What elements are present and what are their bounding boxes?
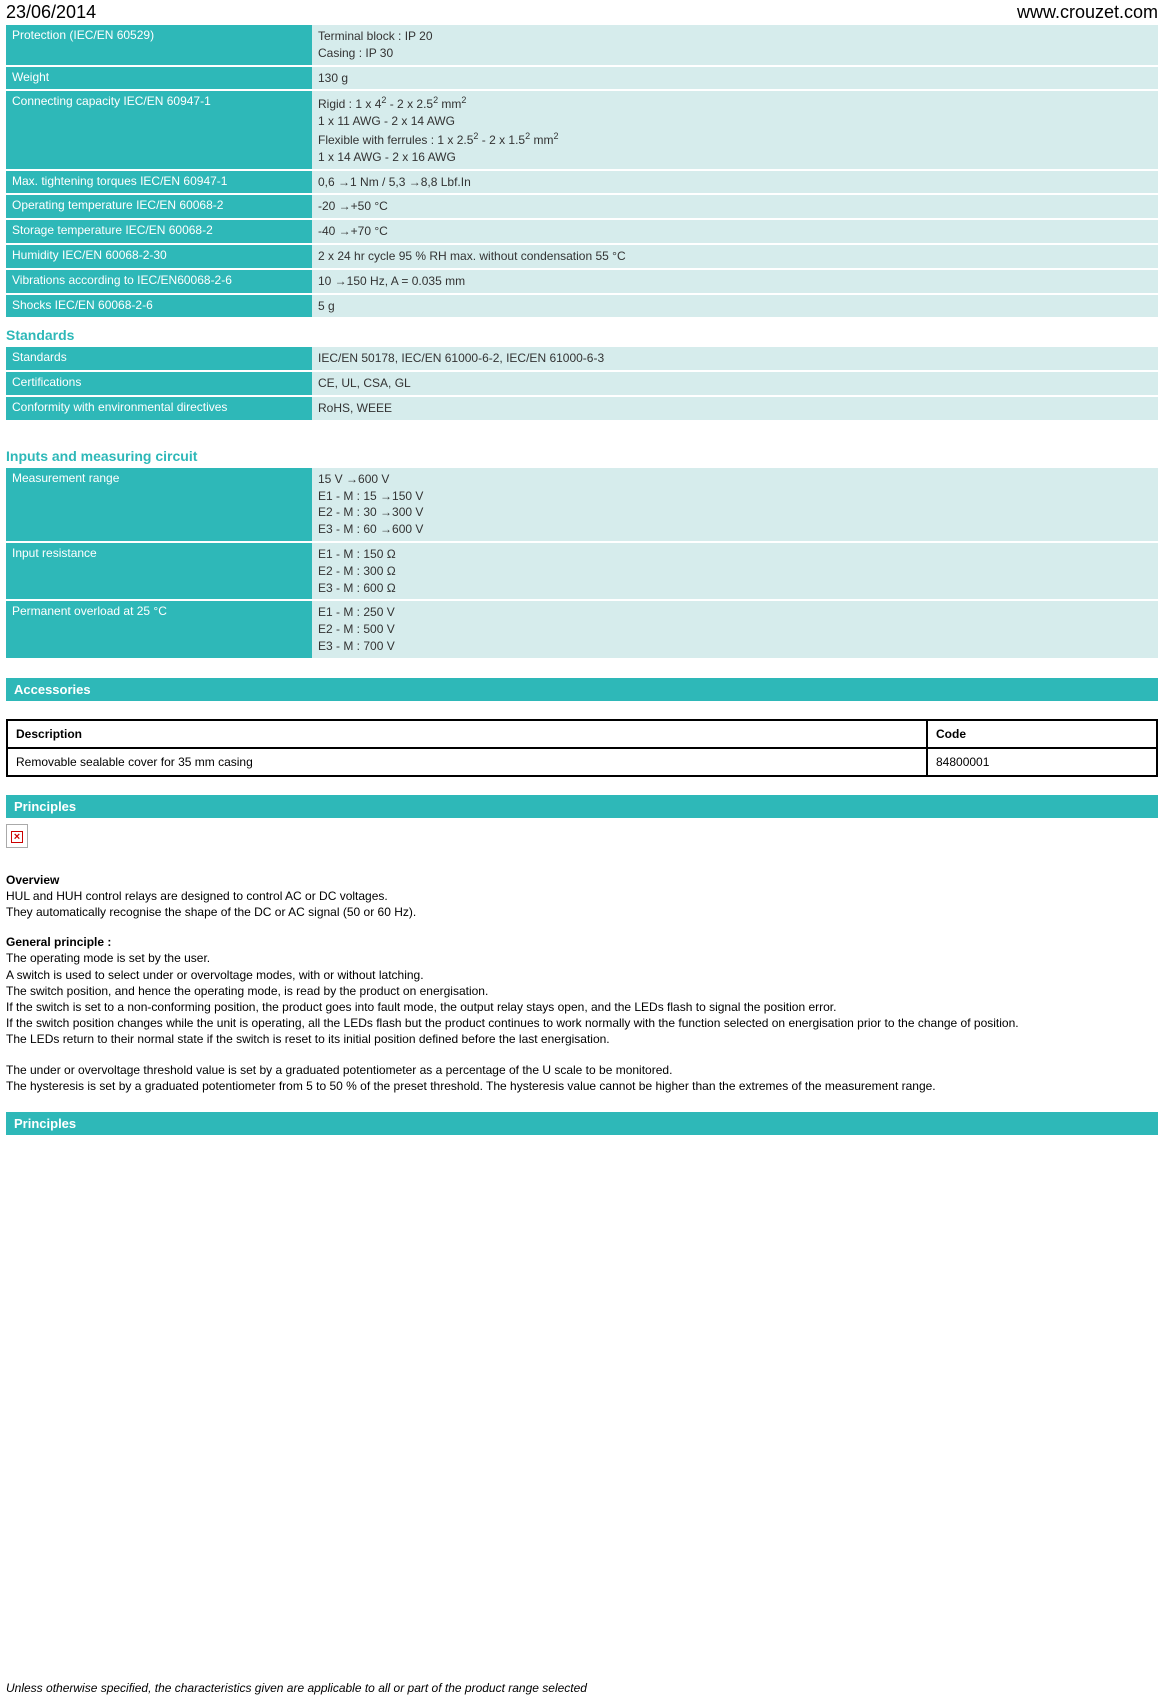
spec-value-8: 5 g <box>312 295 1158 320</box>
spec-label-0: Protection (IEC/EN 60529) <box>6 25 312 67</box>
specs-table-1: Protection (IEC/EN 60529)Terminal block … <box>6 25 1158 319</box>
footer-note: Unless otherwise specified, the characte… <box>0 1675 1164 1695</box>
spec-label-5: Storage temperature IEC/EN 60068-2 <box>6 220 312 245</box>
std-value-1: CE, UL, CSA, GL <box>312 372 1158 397</box>
spec-label-2: Connecting capacity IEC/EN 60947-1 <box>6 91 312 170</box>
page-header: 23/06/2014 www.crouzet.com <box>0 0 1164 25</box>
spec-label-7: Vibrations according to IEC/EN60068-2-6 <box>6 270 312 295</box>
spec-value-4: -20 →+50 °C <box>312 195 1158 220</box>
general-line-0: The operating mode is set by the user. <box>6 950 1158 966</box>
spec-label-6: Humidity IEC/EN 60068-2-30 <box>6 245 312 270</box>
general-title: General principle : <box>6 934 1158 950</box>
general-line-4: If the switch position changes while the… <box>6 1015 1158 1031</box>
general-line-2: The switch position, and hence the opera… <box>6 983 1158 999</box>
acc-row-0-col-1: 84800001 <box>927 748 1157 776</box>
standards-table: Standards StandardsIEC/EN 50178, IEC/EN … <box>6 321 1158 421</box>
spec-label-8: Shocks IEC/EN 60068-2-6 <box>6 295 312 320</box>
acc-row-0-col-0: Removable sealable cover for 35 mm casin… <box>7 748 927 776</box>
general-line-5: The LEDs return to their normal state if… <box>6 1031 1158 1047</box>
missing-image-box: × <box>6 824 28 848</box>
general-line-3: If the switch is set to a non-conforming… <box>6 999 1158 1015</box>
spec-value-3: 0,6 →1 Nm / 5,3 →8,8 Lbf.In <box>312 171 1158 196</box>
spec-value-1: 130 g <box>312 67 1158 92</box>
inp-label-0: Measurement range <box>6 468 312 543</box>
inp-value-1: E1 - M : 150 ΩE2 - M : 300 ΩE3 - M : 600… <box>312 543 1158 601</box>
std-value-0: IEC/EN 50178, IEC/EN 61000-6-2, IEC/EN 6… <box>312 347 1158 372</box>
overview-line-0: HUL and HUH control relays are designed … <box>6 888 1158 904</box>
acc-col-description: Description <box>7 720 927 748</box>
overview-title: Overview <box>6 872 1158 888</box>
principles-band-1: Principles <box>6 795 1158 818</box>
standards-header: Standards <box>6 321 1158 347</box>
spec-label-1: Weight <box>6 67 312 92</box>
std-label-0: Standards <box>6 347 312 372</box>
inp-value-2: E1 - M : 250 VE2 - M : 500 VE3 - M : 700… <box>312 601 1158 659</box>
inputs-table: Inputs and measuring circuit Measurement… <box>6 442 1158 660</box>
std-value-2: RoHS, WEEE <box>312 397 1158 422</box>
accessories-band: Accessories <box>6 678 1158 701</box>
spec-value-5: -40 →+70 °C <box>312 220 1158 245</box>
inp-label-1: Input resistance <box>6 543 312 601</box>
std-label-2: Conformity with environmental directives <box>6 397 312 422</box>
acc-col-code: Code <box>927 720 1157 748</box>
broken-image-icon: × <box>11 831 23 843</box>
general2-line-1: The hysteresis is set by a graduated pot… <box>6 1078 1158 1094</box>
spec-label-3: Max. tightening torques IEC/EN 60947-1 <box>6 171 312 196</box>
spec-value-7: 10 →150 Hz, A = 0.035 mm <box>312 270 1158 295</box>
header-date: 23/06/2014 <box>6 2 96 23</box>
accessories-table: Description Code Removable sealable cove… <box>6 719 1158 777</box>
overview-line-1: They automatically recognise the shape o… <box>6 904 1158 920</box>
general2-line-0: The under or overvoltage threshold value… <box>6 1062 1158 1078</box>
principles-band-2: Principles <box>6 1112 1158 1135</box>
spec-value-6: 2 x 24 hr cycle 95 % RH max. without con… <box>312 245 1158 270</box>
spec-label-4: Operating temperature IEC/EN 60068-2 <box>6 195 312 220</box>
inputs-header: Inputs and measuring circuit <box>6 442 1158 468</box>
header-url: www.crouzet.com <box>1017 2 1158 23</box>
inp-label-2: Permanent overload at 25 °C <box>6 601 312 659</box>
std-label-1: Certifications <box>6 372 312 397</box>
spec-value-0: Terminal block : IP 20Casing : IP 30 <box>312 25 1158 67</box>
general-line-1: A switch is used to select under or over… <box>6 967 1158 983</box>
prose-section: Overview HUL and HUH control relays are … <box>6 872 1158 1094</box>
inp-value-0: 15 V →600 VE1 - M : 15 →150 VE2 - M : 30… <box>312 468 1158 543</box>
spec-value-2: Rigid : 1 x 42 - 2 x 2.52 mm21 x 11 AWG … <box>312 91 1158 170</box>
